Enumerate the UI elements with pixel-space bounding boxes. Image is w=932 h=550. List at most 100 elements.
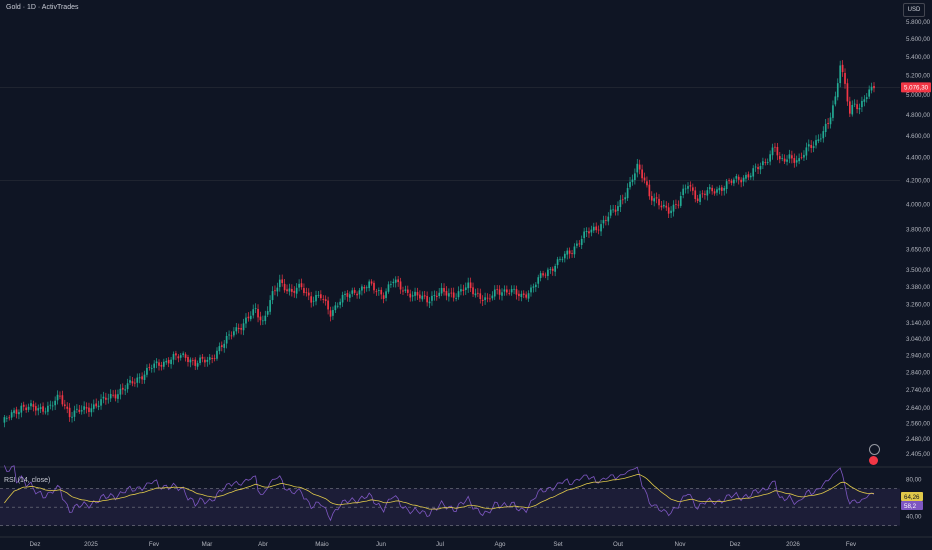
- candle-body: [249, 315, 252, 320]
- candle-body: [191, 360, 194, 361]
- rsi-tick-label: 40,00: [906, 513, 922, 520]
- candle-body: [576, 243, 578, 246]
- candle-body: [793, 158, 796, 163]
- y-tick-label: 5.800,00: [906, 19, 931, 26]
- y-tick-label: 2.940,00: [906, 352, 931, 359]
- candle-body: [614, 209, 617, 212]
- candle-body: [759, 166, 762, 170]
- candle-body: [776, 146, 779, 156]
- candle-body: [708, 187, 711, 190]
- candle-body: [100, 399, 102, 406]
- candle-body: [629, 181, 631, 188]
- candle-body: [474, 293, 477, 296]
- candle-body: [513, 288, 515, 290]
- candle-body: [783, 158, 786, 162]
- candle-body: [730, 180, 733, 183]
- candle-body: [44, 411, 47, 413]
- candle-body: [749, 175, 752, 178]
- candle-body: [117, 394, 119, 399]
- candle-body: [537, 277, 540, 284]
- candle-body: [745, 174, 747, 179]
- rsi-value-badge: [901, 501, 923, 510]
- candle-body: [83, 406, 85, 410]
- candle-body: [766, 162, 769, 163]
- candle-body: [491, 295, 494, 299]
- candle-body: [781, 158, 784, 159]
- candle-body: [293, 290, 296, 293]
- x-tick-label: Jun: [376, 541, 387, 548]
- candle-body: [481, 299, 484, 302]
- candle-body: [66, 406, 69, 409]
- candle-body: [677, 204, 680, 206]
- candle-body: [312, 300, 315, 302]
- candle-body: [22, 404, 25, 407]
- candle-body: [477, 292, 479, 294]
- candle-body: [774, 146, 776, 148]
- currency-selector[interactable]: USD: [903, 3, 925, 17]
- candle-body: [80, 410, 83, 412]
- x-tick-label: Abr: [258, 541, 268, 548]
- candle-body: [711, 187, 714, 192]
- candle-body: [742, 177, 745, 182]
- candle-body: [218, 346, 221, 352]
- candle-body: [172, 354, 175, 360]
- candle-body: [460, 289, 462, 292]
- candle-body: [68, 407, 71, 418]
- candle-body: [20, 405, 23, 413]
- candle-body: [153, 363, 156, 368]
- candle-body: [305, 292, 308, 294]
- y-tick-label: 4.600,00: [906, 133, 931, 140]
- candle-body: [563, 253, 566, 259]
- candle-body: [822, 131, 825, 139]
- y-tick-label: 3.380,00: [906, 284, 931, 291]
- event-marker-icon[interactable]: [869, 444, 880, 455]
- x-tick-label: 2025: [84, 541, 98, 548]
- candle-body: [346, 293, 349, 297]
- candle-body: [416, 292, 419, 296]
- y-tick-label: 3.650,00: [906, 246, 931, 253]
- candle-body: [329, 310, 332, 317]
- candle-body: [720, 187, 723, 191]
- candle-body: [428, 301, 431, 304]
- candle-body: [170, 359, 172, 365]
- candle-body: [373, 282, 375, 291]
- candle-body: [124, 389, 127, 391]
- candle-body: [119, 388, 122, 395]
- candle-body: [288, 288, 291, 292]
- candle-body: [426, 295, 428, 303]
- candle-body: [18, 412, 20, 415]
- candle-body: [358, 290, 361, 295]
- candle-body: [92, 404, 95, 409]
- y-tick-label: 4.000,00: [906, 201, 931, 208]
- candle-body: [588, 231, 590, 234]
- x-tick-label: Mar: [202, 541, 213, 548]
- candle-body: [571, 253, 573, 254]
- candle-body: [542, 273, 544, 276]
- candle-body: [846, 83, 849, 102]
- candle-body: [421, 295, 424, 300]
- candle-body: [281, 279, 284, 284]
- candle-body: [39, 407, 42, 409]
- candle-body: [561, 259, 564, 261]
- candle-body: [399, 281, 402, 290]
- x-tick-label: Dez: [29, 541, 40, 548]
- candle-body: [832, 105, 834, 118]
- y-tick-label: 4.800,00: [906, 112, 931, 119]
- y-tick-label: 2.560,00: [906, 420, 931, 427]
- flag-marker-icon[interactable]: [869, 456, 878, 465]
- candle-body: [237, 327, 240, 330]
- candle-body: [440, 287, 443, 294]
- candle-body: [583, 231, 585, 239]
- candle-body: [63, 404, 66, 407]
- candle-body: [665, 205, 668, 208]
- candle-body: [291, 288, 293, 292]
- candle-body: [295, 287, 298, 294]
- candle-body: [713, 191, 716, 194]
- candle-body: [56, 394, 59, 401]
- candle-body: [592, 226, 595, 231]
- candle-body: [600, 224, 602, 232]
- candle-body: [515, 289, 518, 295]
- y-tick-label: 4.200,00: [906, 177, 931, 184]
- candle-body: [213, 357, 216, 359]
